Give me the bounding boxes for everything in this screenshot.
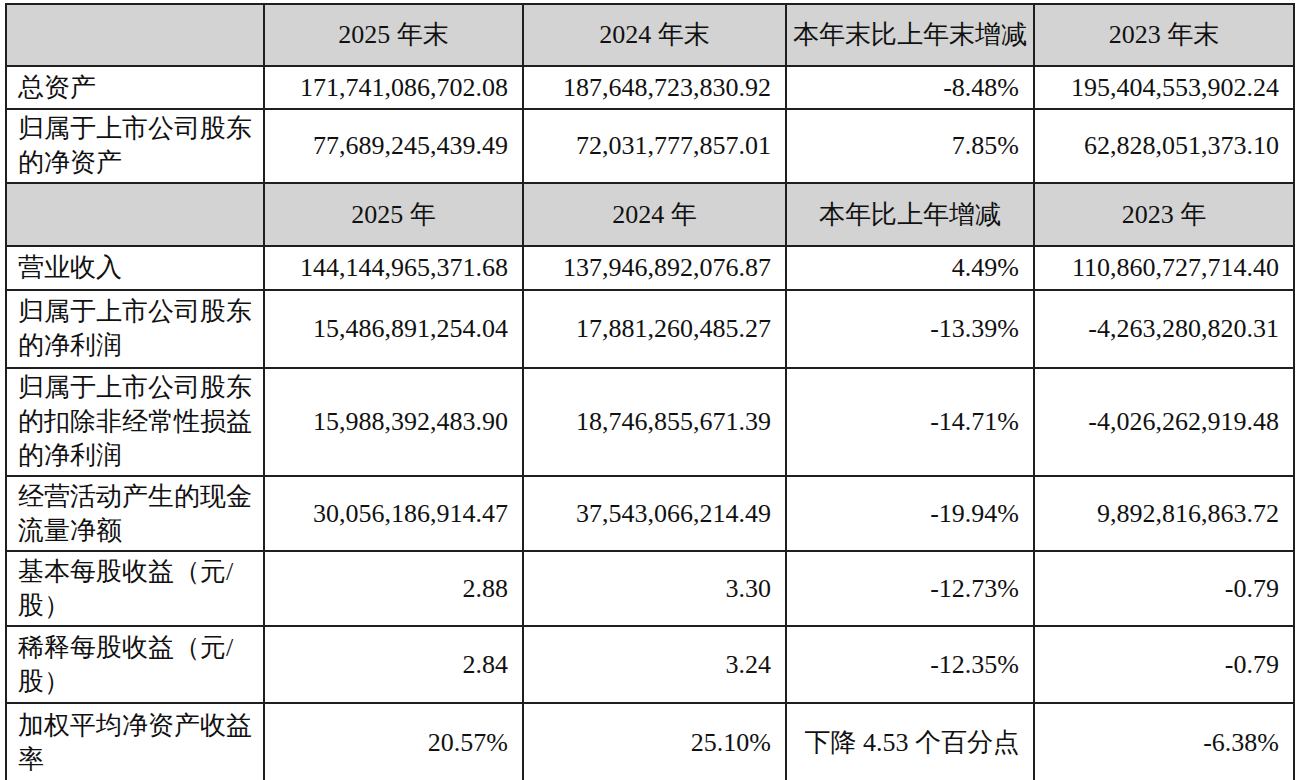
value-cell: 2.84 xyxy=(264,626,523,703)
corner-cell xyxy=(6,4,264,66)
header-cell-2025: 2025 年 xyxy=(264,183,523,246)
header-cell-2023-yearend: 2023 年末 xyxy=(1034,4,1294,66)
header-cell-2023: 2023 年 xyxy=(1034,183,1294,246)
table-row-basic-eps: 基本每股收益（元/股） 2.88 3.30 -12.73% -0.79 xyxy=(6,551,1294,626)
value-cell: 3.24 xyxy=(523,626,786,703)
value-cell: -0.79 xyxy=(1034,626,1294,703)
value-cell: 171,741,086,702.08 xyxy=(264,66,523,109)
row-label-cell: 归属于上市公司股东的扣除非经常性损益的净利润 xyxy=(6,368,264,476)
table-row-net-profit-excl-nonrecurring: 归属于上市公司股东的扣除非经常性损益的净利润 15,988,392,483.90… xyxy=(6,368,1294,476)
row-label-cell: 营业收入 xyxy=(6,246,264,290)
corner-cell xyxy=(6,183,264,246)
header-cell-2025-yearend: 2025 年末 xyxy=(264,4,523,66)
table-header-row-yearend: 2025 年末 2024 年末 本年末比上年末增减 2023 年末 xyxy=(6,4,1294,66)
table-row-revenue: 营业收入 144,144,965,371.68 137,946,892,076.… xyxy=(6,246,1294,290)
value-cell: 9,892,816,863.72 xyxy=(1034,476,1294,551)
value-cell: 110,860,727,714.40 xyxy=(1034,246,1294,290)
value-cell: 144,144,965,371.68 xyxy=(264,246,523,290)
table-row-weighted-avg-roe: 加权平均净资产收益率 20.57% 25.10% 下降 4.53 个百分点 -6… xyxy=(6,703,1294,780)
value-cell: -6.38% xyxy=(1034,703,1294,780)
value-cell: -13.39% xyxy=(786,290,1034,368)
report-page: 2025 年末 2024 年末 本年末比上年末增减 2023 年末 总资产 17… xyxy=(0,0,1298,780)
row-label-cell: 归属于上市公司股东的净利润 xyxy=(6,290,264,368)
header-cell-yoy-yearend-change: 本年末比上年末增减 xyxy=(786,4,1034,66)
value-cell: 3.30 xyxy=(523,551,786,626)
header-cell-yoy-change: 本年比上年增减 xyxy=(786,183,1034,246)
table-row-diluted-eps: 稀释每股收益（元/股） 2.84 3.24 -12.35% -0.79 xyxy=(6,626,1294,703)
value-cell: -12.73% xyxy=(786,551,1034,626)
value-cell: 15,486,891,254.04 xyxy=(264,290,523,368)
value-cell: 20.57% xyxy=(264,703,523,780)
row-label-cell: 归属于上市公司股东的净资产 xyxy=(6,109,264,183)
value-cell: 62,828,051,373.10 xyxy=(1034,109,1294,183)
value-cell: 30,056,186,914.47 xyxy=(264,476,523,551)
value-cell: -12.35% xyxy=(786,626,1034,703)
value-cell: 77,689,245,439.49 xyxy=(264,109,523,183)
value-cell: -0.79 xyxy=(1034,551,1294,626)
row-label-cell: 加权平均净资产收益率 xyxy=(6,703,264,780)
row-label-cell: 经营活动产生的现金流量净额 xyxy=(6,476,264,551)
value-cell: 195,404,553,902.24 xyxy=(1034,66,1294,109)
value-cell: 下降 4.53 个百分点 xyxy=(786,703,1034,780)
table-row-operating-cash-flow: 经营活动产生的现金流量净额 30,056,186,914.47 37,543,0… xyxy=(6,476,1294,551)
value-cell: -4,026,262,919.48 xyxy=(1034,368,1294,476)
header-cell-2024-yearend: 2024 年末 xyxy=(523,4,786,66)
value-cell: 25.10% xyxy=(523,703,786,780)
value-cell: 187,648,723,830.92 xyxy=(523,66,786,109)
table-row-net-profit: 归属于上市公司股东的净利润 15,486,891,254.04 17,881,2… xyxy=(6,290,1294,368)
row-label-cell: 总资产 xyxy=(6,66,264,109)
value-cell: 7.85% xyxy=(786,109,1034,183)
financial-summary-table: 2025 年末 2024 年末 本年末比上年末增减 2023 年末 总资产 17… xyxy=(5,3,1295,780)
value-cell: 18,746,855,671.39 xyxy=(523,368,786,476)
value-cell: 4.49% xyxy=(786,246,1034,290)
value-cell: 37,543,066,214.49 xyxy=(523,476,786,551)
value-cell: -19.94% xyxy=(786,476,1034,551)
value-cell: -4,263,280,820.31 xyxy=(1034,290,1294,368)
value-cell: 15,988,392,483.90 xyxy=(264,368,523,476)
header-cell-2024: 2024 年 xyxy=(523,183,786,246)
value-cell: 17,881,260,485.27 xyxy=(523,290,786,368)
table-row-net-assets: 归属于上市公司股东的净资产 77,689,245,439.49 72,031,7… xyxy=(6,109,1294,183)
table-row-total-assets: 总资产 171,741,086,702.08 187,648,723,830.9… xyxy=(6,66,1294,109)
row-label-cell: 基本每股收益（元/股） xyxy=(6,551,264,626)
value-cell: -14.71% xyxy=(786,368,1034,476)
row-label-cell: 稀释每股收益（元/股） xyxy=(6,626,264,703)
value-cell: 72,031,777,857.01 xyxy=(523,109,786,183)
value-cell: 2.88 xyxy=(264,551,523,626)
table-header-row-year: 2025 年 2024 年 本年比上年增减 2023 年 xyxy=(6,183,1294,246)
value-cell: -8.48% xyxy=(786,66,1034,109)
value-cell: 137,946,892,076.87 xyxy=(523,246,786,290)
